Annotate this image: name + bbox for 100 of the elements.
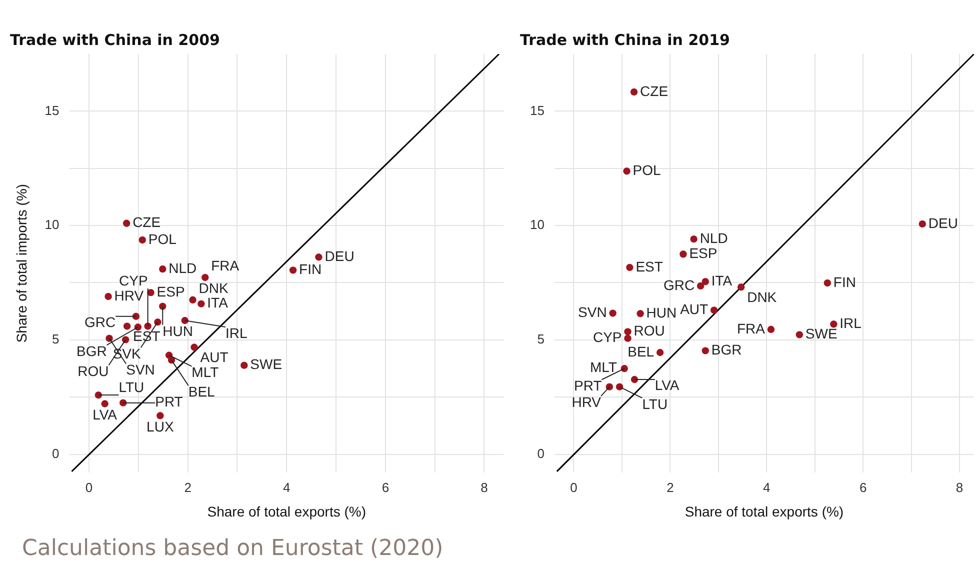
y-axis-title: Share of total imports (%) (13, 184, 30, 343)
annotation: DEU (928, 214, 958, 231)
annotation: HRV (114, 287, 144, 304)
annotation: ROU (634, 322, 665, 339)
annotation: ESP (156, 283, 185, 300)
point (626, 264, 634, 272)
annotation: LVA (92, 406, 118, 423)
point (620, 364, 628, 372)
annotation: FIN (299, 261, 322, 278)
x-tick-label: 6 (382, 480, 390, 495)
point (796, 331, 804, 338)
x-tick-label: 4 (763, 480, 770, 495)
point (198, 300, 205, 308)
x-tick-label: 2 (184, 480, 192, 495)
point (159, 302, 166, 310)
x-tick-label: 8 (480, 480, 488, 495)
annotation: HUN (162, 322, 193, 339)
point (159, 265, 166, 273)
annotation: CYP (592, 329, 622, 346)
annotation: ESP (689, 245, 718, 262)
annotation: MLT (590, 358, 618, 375)
point (132, 312, 140, 320)
annotation: LVA (654, 377, 680, 394)
annotation: IRL (226, 324, 248, 341)
y-tick-label: 15 (44, 102, 60, 118)
annotation: LTU (118, 379, 144, 396)
x-axis-title: Share of total exports (%) (684, 503, 844, 520)
point (702, 278, 709, 286)
y-tick-label: 5 (537, 332, 544, 347)
annotation: POL (148, 230, 177, 247)
point (830, 320, 838, 328)
annotation: LUX (146, 418, 174, 434)
point (690, 235, 698, 243)
annotation: SVN (578, 304, 607, 320)
text: Calculations based on Eurostat (2020) (22, 536, 444, 561)
point (138, 236, 146, 244)
annotation: MLT (192, 364, 220, 380)
point (624, 328, 632, 336)
point (94, 391, 102, 399)
annotation: AUT (200, 349, 229, 366)
x-tick-label: 8 (956, 480, 964, 495)
x-tick-label: 6 (859, 480, 867, 495)
y-tick-label: 15 (530, 102, 544, 118)
point (189, 296, 196, 304)
point (636, 310, 644, 318)
x-tick-label: 0 (85, 480, 93, 495)
point (624, 334, 632, 342)
x-tick-label: 2 (666, 480, 674, 495)
annotation: POL (632, 162, 662, 178)
annotation: PRT (155, 394, 184, 410)
y-tick-label: 5 (52, 332, 60, 347)
point (609, 310, 616, 317)
annotation: GRC (663, 276, 695, 293)
annotation: AUT (680, 301, 709, 318)
annotation: GRC (84, 314, 116, 330)
annotation: HRV (572, 394, 602, 410)
x-tick-label: 4 (283, 480, 290, 495)
point (190, 344, 198, 351)
y-tick-label: 10 (44, 217, 60, 232)
point (289, 266, 297, 274)
point (680, 250, 687, 258)
annotation: DNK (747, 288, 778, 305)
chart-title: Trade with China in 2009 (10, 30, 220, 49)
annotation: EST (636, 258, 664, 274)
point (123, 322, 131, 330)
point (918, 220, 926, 228)
annotation: NLD (168, 260, 197, 276)
point (104, 292, 112, 300)
annotation: SWE (805, 326, 838, 342)
point (154, 318, 162, 326)
annotation: BGR (711, 342, 742, 358)
annotation: SVN (126, 362, 155, 378)
point (824, 279, 831, 287)
annotation: ROU (78, 363, 109, 380)
point (122, 220, 130, 227)
point (702, 347, 709, 354)
point (606, 383, 614, 390)
annotation: ITA (711, 272, 733, 288)
y-tick-label: 10 (530, 217, 544, 232)
annotation: SWE (250, 356, 282, 372)
annotation: DNK (198, 280, 229, 296)
point (737, 283, 745, 291)
annotation: IRL (840, 315, 862, 332)
annotation: LTU (642, 396, 668, 412)
annotation: BEL (628, 343, 654, 360)
annotation: PRT (574, 377, 602, 394)
point (696, 282, 704, 290)
annotation: ITA (207, 294, 229, 311)
point (101, 400, 108, 408)
point (623, 168, 630, 175)
annotation: CZE (132, 214, 161, 230)
annotation: CYP (119, 272, 148, 288)
annotation: DEU (324, 248, 354, 264)
annotation: BEL (188, 383, 216, 400)
point (767, 326, 775, 334)
point (156, 412, 164, 420)
point (240, 362, 248, 369)
annotation: CZE (640, 82, 668, 99)
annotation: BGR (76, 342, 107, 359)
point (656, 348, 664, 356)
